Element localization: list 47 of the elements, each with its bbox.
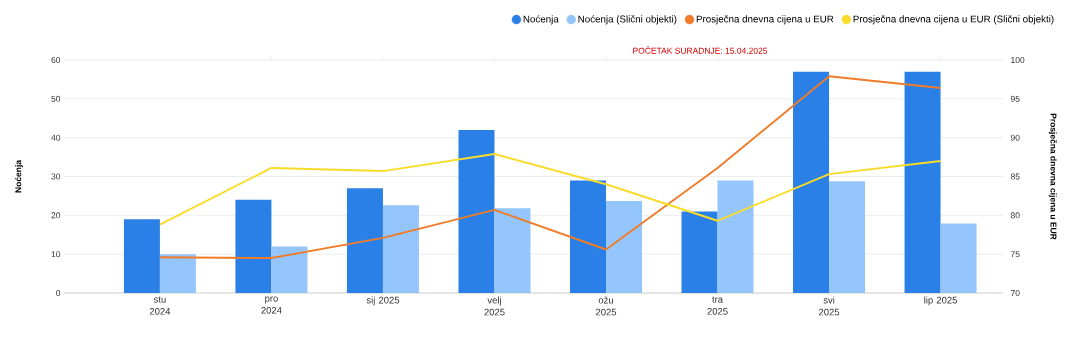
bar — [382, 205, 419, 293]
x-tick-label: svi 2025 — [818, 296, 840, 316]
x-tick-label: velj 2025 — [484, 296, 505, 316]
line-series — [158, 153, 942, 226]
bar — [346, 188, 383, 293]
legend-label: Prosječna dnevna cijena u EUR — [696, 15, 834, 25]
bar — [793, 71, 830, 293]
bar — [606, 200, 642, 293]
y2-axis-title: Prosječna dnevna cijena u EUR — [1048, 113, 1057, 240]
bar — [271, 246, 308, 293]
bar — [235, 199, 272, 293]
y2-tick-label: 95 — [1010, 95, 1020, 102]
y2-tick-label: 100 — [1011, 57, 1025, 63]
y-axis-title: Noćenja — [14, 159, 23, 193]
bar — [904, 71, 941, 293]
bar — [159, 254, 196, 293]
bar — [717, 180, 754, 293]
x-tick-label: pro 2024 — [261, 296, 282, 314]
legend-label: Noćenja (Slični objekti) — [578, 15, 677, 25]
line-series — [158, 75, 942, 259]
y2-tick-label: 75 — [1010, 251, 1020, 258]
y-tick-label: 40 — [51, 134, 61, 141]
bar — [570, 180, 606, 293]
y-tick-label: 20 — [51, 212, 61, 219]
bar — [829, 181, 866, 293]
legend-label: Prosječna dnevna cijena u EUR (Slični objekti) — [853, 15, 1054, 25]
bar — [494, 208, 531, 293]
legend-label: Noćenja — [523, 15, 559, 25]
text: POČETAK SURADNJE: 15.04.2025 — [633, 46, 768, 54]
y-tick-label: 30 — [51, 173, 61, 180]
bar — [940, 223, 977, 293]
y2-tick-label: 80 — [1010, 212, 1020, 219]
x-tick-label: ožu 2025 — [595, 296, 617, 316]
y-tick-label: 10 — [51, 251, 61, 258]
y-tick-label: 50 — [51, 95, 61, 102]
x-tick-label: sij 2025 — [366, 296, 400, 306]
x-tick-label: tra 2025 — [707, 296, 728, 315]
bar — [458, 129, 495, 293]
y2-tick-label: 85 — [1010, 173, 1020, 180]
y-tick-label: 60 — [51, 57, 61, 63]
y2-tick-label: 90 — [1010, 134, 1020, 141]
y2-tick-label: 70 — [1010, 290, 1020, 296]
y-tick-label: 0 — [56, 290, 61, 296]
x-tick-label: stu 2024 — [149, 296, 171, 315]
x-tick-label: lip 2025 — [924, 296, 957, 306]
bar — [123, 219, 160, 293]
bar — [681, 211, 718, 293]
